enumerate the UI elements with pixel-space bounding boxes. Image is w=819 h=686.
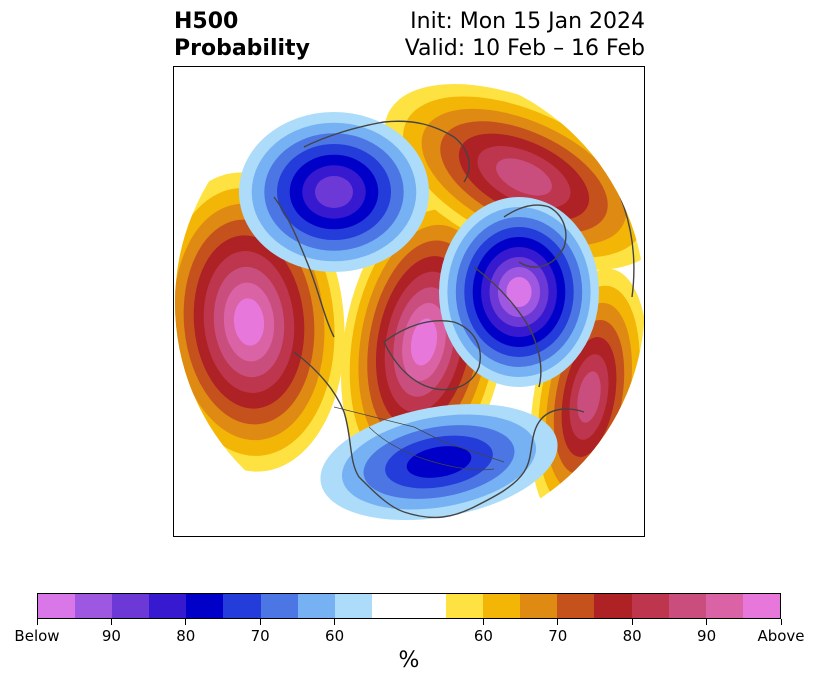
valid-label: Valid: 10 Feb – 16 Feb xyxy=(404,36,645,61)
plot-title-right: Init: Mon 15 Jan 2024 Valid: 10 Feb – 16… xyxy=(405,8,645,62)
asia-arctic-coast xyxy=(303,120,470,183)
colorbar-tick xyxy=(631,619,633,625)
colorbar-swatch xyxy=(112,594,150,618)
anomaly-contours xyxy=(175,84,644,526)
colorbar-swatch xyxy=(223,594,261,618)
colorbar-tick-label: 60 xyxy=(325,627,345,645)
colorbar-swatch xyxy=(520,594,558,618)
colorbar-tick-label: 70 xyxy=(548,627,568,645)
greenland-hudson-coast xyxy=(383,320,481,391)
colorbar-tick-label: 60 xyxy=(473,627,493,645)
colorbar-tick-label: 80 xyxy=(622,627,642,645)
colorbar-tick xyxy=(36,619,38,625)
colorbar-swatch xyxy=(668,594,706,618)
colorbar-swatch xyxy=(38,594,76,618)
alaska-siberia-coast xyxy=(273,196,335,338)
colorbar-tick xyxy=(259,619,261,625)
colorbar-swatch xyxy=(149,594,187,618)
contour-band-above xyxy=(577,371,601,423)
colorbar-swatch xyxy=(557,594,595,618)
colorbar-tick-label: Below xyxy=(14,627,60,645)
colorbar-tick xyxy=(557,619,559,625)
colorbar-swatch xyxy=(186,594,224,618)
colorbar-swatch xyxy=(594,594,632,618)
variable-label: H500 xyxy=(174,9,239,34)
colorbar-tick-label: 90 xyxy=(697,627,717,645)
colorbar-tick-label: 90 xyxy=(101,627,121,645)
state-borders xyxy=(368,426,495,471)
contour-band-above xyxy=(233,298,265,346)
europe-coast xyxy=(473,266,542,388)
colorbar-tick xyxy=(706,619,708,625)
colorbar-tick-label: Above xyxy=(757,627,805,645)
contour-band-below xyxy=(406,446,472,478)
colorbar-swatch xyxy=(334,594,372,618)
colorbar-swatch xyxy=(631,594,669,618)
map-panel xyxy=(173,66,645,537)
colorbar-swatch xyxy=(446,594,484,618)
country-border xyxy=(333,406,505,463)
north-america-coast xyxy=(293,351,585,519)
colorbar-unit-label: % xyxy=(398,648,420,673)
init-label: Init: Mon 15 Jan 2024 xyxy=(410,9,645,34)
colorbar-swatch xyxy=(371,594,447,618)
contour-band-below xyxy=(315,176,353,208)
contour-band-above xyxy=(410,318,438,366)
colorbar-swatch xyxy=(75,594,113,618)
contour-band-above xyxy=(496,158,552,196)
hemisphere-field xyxy=(175,68,644,536)
colorbar-tick xyxy=(334,619,336,625)
contour-band-below xyxy=(506,277,532,307)
product-label: Probability xyxy=(174,36,310,61)
scandinavia-coast xyxy=(503,204,567,268)
colorbar-tick xyxy=(482,619,484,625)
colorbar-tick xyxy=(185,619,187,625)
colorbar-tick xyxy=(780,619,782,625)
colorbar-swatch xyxy=(483,594,521,618)
probability-map xyxy=(175,68,644,536)
colorbar-swatch xyxy=(742,594,780,618)
colorbar xyxy=(37,593,781,619)
colorbar-swatch xyxy=(297,594,335,618)
colorbar-swatch xyxy=(705,594,743,618)
colorbar-tick-label: 70 xyxy=(250,627,270,645)
colorbar-swatch xyxy=(260,594,298,618)
plot-title-left: H500 Probability xyxy=(174,8,310,62)
colorbar-tick-label: 80 xyxy=(176,627,196,645)
colorbar-tick xyxy=(110,619,112,625)
